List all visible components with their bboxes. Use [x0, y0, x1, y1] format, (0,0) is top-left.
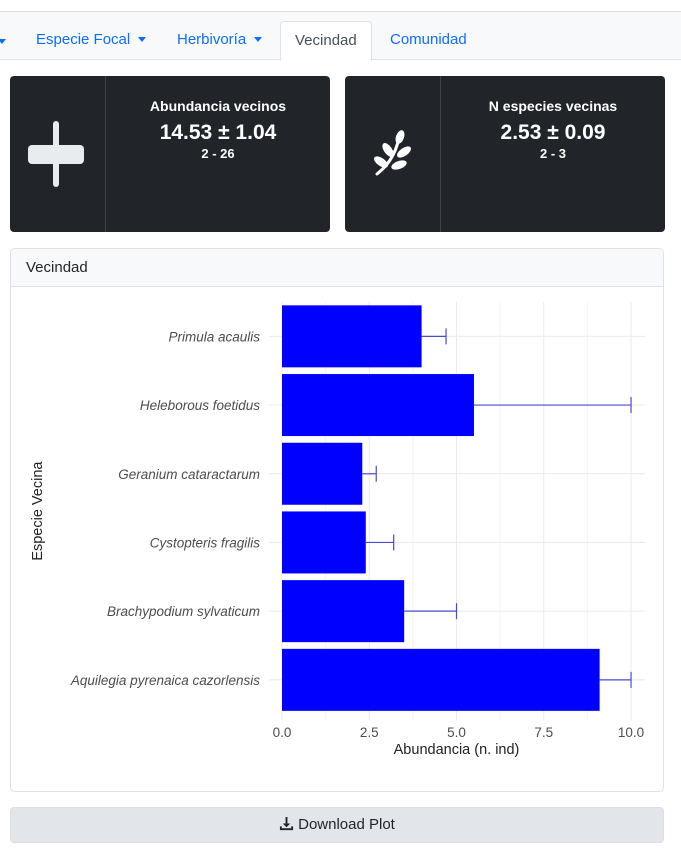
x-tick-label: 0.0	[273, 725, 292, 740]
x-tick-label: 5.0	[447, 725, 466, 740]
value-box-icon-area	[345, 76, 441, 232]
bar	[282, 511, 366, 574]
tab-label: Especie Focal	[36, 31, 131, 48]
value-box-text: N especies vecinas 2.53 ± 0.09 2 - 3	[441, 76, 665, 161]
bar	[282, 648, 600, 711]
value-box-icon-area	[10, 76, 106, 232]
tab-label: Herbivoría	[177, 31, 247, 48]
chevron-down-icon	[138, 37, 147, 42]
tab-label: Vecindad	[295, 32, 357, 49]
category-label: Geranium cataractarum	[118, 467, 260, 482]
x-tick-label: 2.5	[360, 725, 379, 740]
chevron-down-icon[interactable]	[0, 39, 6, 44]
nav-tabs: Especie Focal Herbivoría Vecindad Comuni…	[0, 12, 681, 61]
bar	[282, 580, 405, 643]
tab-herbivoria[interactable]: Herbivoría	[163, 21, 276, 61]
category-label: Aquilegia pyrenaica cazorlensis	[70, 673, 260, 688]
value-box-range: 2 - 26	[201, 146, 235, 161]
download-label: Download Plot	[298, 816, 395, 833]
value-box-abundancia: Abundancia vecinos 14.53 ± 1.04 2 - 26	[10, 76, 330, 232]
y-axis-title: Especie Vecina	[30, 461, 46, 561]
leaf-sprig-icon	[373, 130, 411, 176]
x-tick-label: 7.5	[534, 725, 553, 740]
vecindad-card: Vecindad Primula acaulis Heleborous foeti…	[10, 248, 664, 792]
value-box-value: 14.53 ± 1.04	[159, 121, 277, 144]
card-header: Vecindad	[11, 249, 663, 287]
x-tick-label: 10.0	[618, 725, 644, 740]
bar	[282, 374, 474, 437]
tab-especie-focal[interactable]: Especie Focal	[22, 21, 160, 61]
top-strip	[0, 0, 681, 12]
category-label: Cystopteris fragilis	[150, 535, 261, 550]
value-box-title: Abundancia vecinos	[149, 98, 287, 114]
tab-comunidad[interactable]: Comunidad	[376, 21, 481, 61]
tab-label: Comunidad	[390, 31, 467, 48]
neighbour-abundance-chart: Primula acaulis Heleborous foetidus Gerani…	[30, 302, 645, 758]
tab-vecindad[interactable]: Vecindad	[280, 21, 372, 61]
chevron-down-icon	[254, 37, 263, 42]
category-label: Heleborous foetidus	[140, 398, 260, 413]
value-box-text: Abundancia vecinos 14.53 ± 1.04 2 - 26	[106, 76, 330, 161]
bar	[282, 305, 422, 368]
download-plot-button[interactable]: Download Plot	[10, 807, 664, 843]
value-box-n-especies: N especies vecinas 2.53 ± 0.09 2 - 3	[345, 76, 665, 232]
value-box-range: 2 - 3	[539, 146, 566, 161]
category-label: Primula acaulis	[168, 329, 260, 344]
category-label: Brachypodium sylvaticum	[107, 604, 260, 619]
plus-icon	[27, 121, 84, 187]
value-box-title: N especies vecinas	[488, 98, 618, 114]
value-box-value: 2.53 ± 0.09	[500, 121, 606, 144]
download-icon	[280, 816, 294, 831]
x-axis-title: Abundancia (n. ind)	[394, 742, 520, 758]
bar	[282, 442, 363, 505]
